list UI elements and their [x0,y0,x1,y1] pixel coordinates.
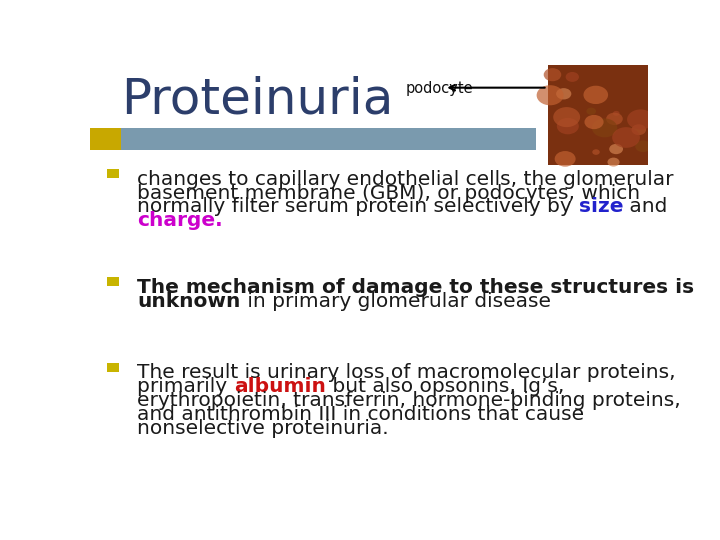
Text: podocyte: podocyte [405,82,473,97]
Text: unknown: unknown [138,292,240,310]
Text: and: and [623,198,667,217]
Circle shape [621,93,648,113]
Circle shape [616,62,631,75]
Circle shape [557,63,568,71]
Circle shape [553,78,580,98]
Text: nonselective proteinuria.: nonselective proteinuria. [138,419,389,438]
Circle shape [587,157,600,167]
Circle shape [594,67,610,78]
Circle shape [639,97,657,110]
Circle shape [632,138,639,144]
Circle shape [603,80,618,92]
Bar [547,65,648,165]
Bar [107,277,119,286]
Bar [121,128,536,150]
Bar [107,169,119,178]
Circle shape [639,71,647,77]
Text: in primary glomerular disease: in primary glomerular disease [240,292,551,310]
Circle shape [564,96,573,103]
Text: The result is urinary loss of macromolecular proteins,: The result is urinary loss of macromolec… [138,363,676,382]
Circle shape [608,85,614,90]
Text: size: size [579,198,623,217]
Text: erythropoietin, transferrin, hormone-binding proteins,: erythropoietin, transferrin, hormone-bin… [138,392,681,410]
Circle shape [631,134,652,150]
Text: basement membrane (GBM), or podocytes, which: basement membrane (GBM), or podocytes, w… [138,184,641,202]
Text: changes to capillary endothelial cells, the glomerular: changes to capillary endothelial cells, … [138,170,674,188]
Circle shape [604,112,629,131]
Text: primarily: primarily [138,377,234,396]
Text: The mechanism of damage to these structures is: The mechanism of damage to these structu… [138,278,695,296]
Text: normally filter serum protein selectively by: normally filter serum protein selectivel… [138,198,579,217]
Bar [107,363,119,373]
Circle shape [546,136,557,144]
Text: but also opsonins, Ig’s,: but also opsonins, Ig’s, [326,377,564,396]
Text: and antithrombin III in conditions that cause: and antithrombin III in conditions that … [138,405,585,424]
Circle shape [575,145,596,160]
Circle shape [603,76,618,88]
Text: charge.: charge. [138,212,223,231]
Circle shape [544,80,553,86]
Circle shape [557,158,576,171]
Text: albumin: albumin [234,377,326,396]
Bar [90,128,121,150]
Circle shape [621,96,642,111]
Text: Proteinuria: Proteinuria [121,75,393,123]
